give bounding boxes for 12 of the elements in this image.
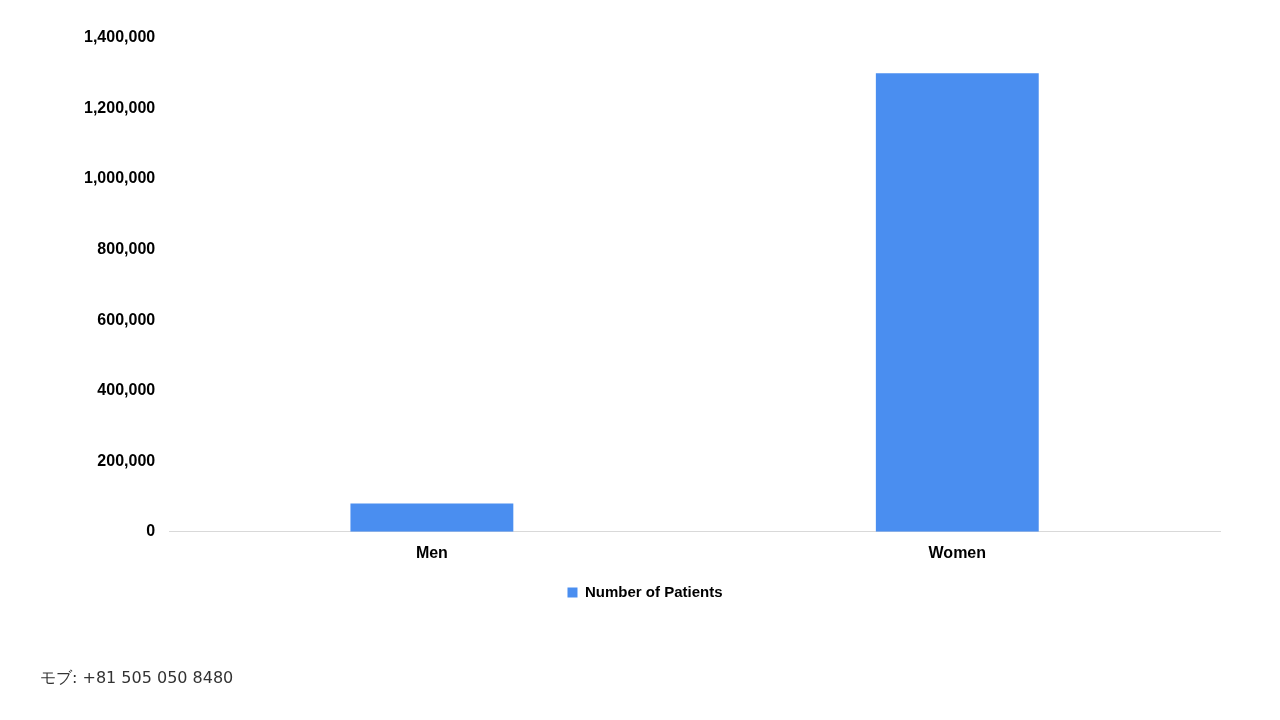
y-tick-label: 1,200,000 [83,98,156,116]
y-tick-label: 800,000 [97,240,156,258]
y-tick-label: 600,000 [97,310,156,328]
y-tick-label: 1,400,000 [83,28,156,46]
x-tick-label: Women [928,543,987,561]
text: モブ: +81 505 050 8480 [40,668,234,689]
y-tick-label: 0 [146,522,156,540]
x-tick-label: Men [415,543,448,561]
y-tick-label: 400,000 [97,381,156,399]
y-tick-label: 200,000 [97,451,156,469]
legend-label: Number of Patients [584,582,723,600]
y-tick-label: 1,000,000 [83,169,156,187]
